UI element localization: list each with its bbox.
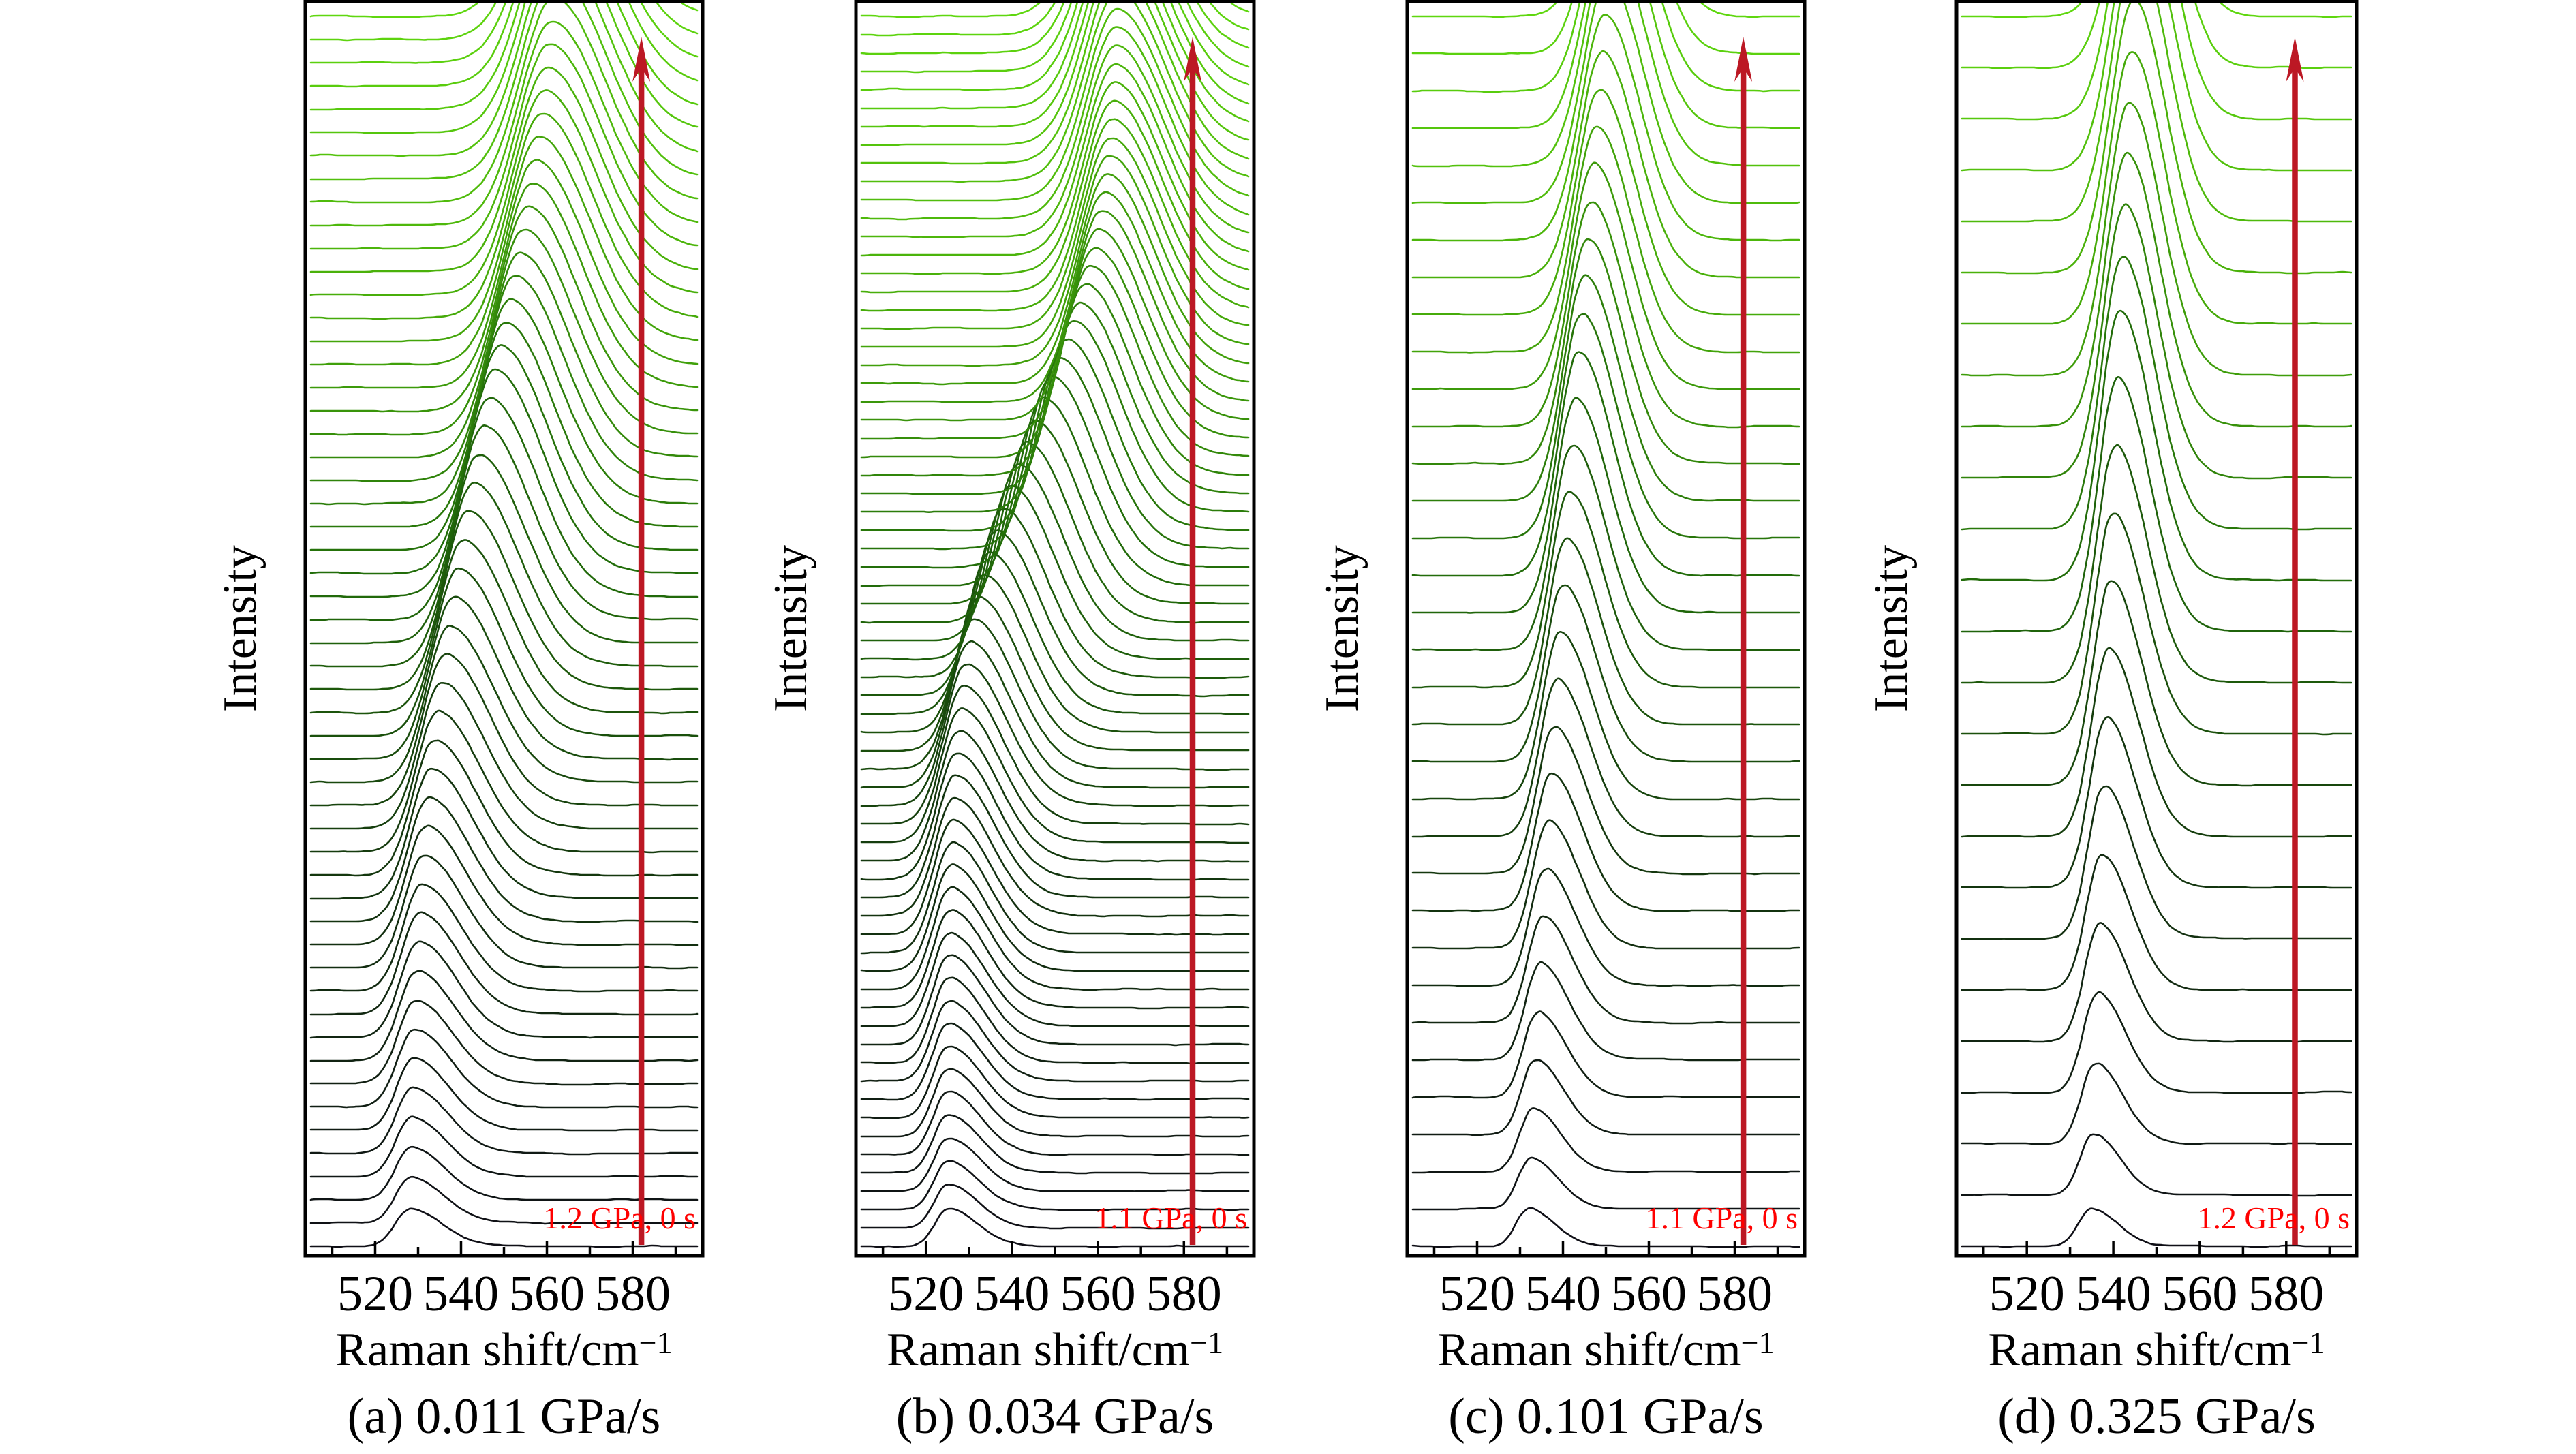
svg-text:540: 540 — [2076, 1266, 2151, 1322]
svg-text:560: 560 — [509, 1266, 585, 1322]
svg-text:Raman shift/cm−1: Raman shift/cm−1 — [1988, 1324, 2325, 1376]
svg-text:(a) 0.011 GPa/s: (a) 0.011 GPa/s — [348, 1389, 661, 1444]
svg-text:520: 520 — [1989, 1266, 2065, 1322]
svg-text:(d) 0.325 GPa/s: (d) 0.325 GPa/s — [1997, 1389, 2316, 1444]
svg-text:580: 580 — [1697, 1266, 1773, 1322]
svg-text:Intensity: Intensity — [765, 545, 817, 712]
svg-text:Raman shift/cm−1: Raman shift/cm−1 — [1437, 1324, 1774, 1376]
svg-text:520: 520 — [1439, 1266, 1515, 1322]
svg-text:540: 540 — [1525, 1266, 1601, 1322]
svg-text:560: 560 — [2162, 1266, 2237, 1322]
svg-text:Raman shift/cm−1: Raman shift/cm−1 — [887, 1324, 1223, 1376]
svg-text:540: 540 — [423, 1266, 499, 1322]
svg-text:520: 520 — [888, 1266, 964, 1322]
svg-text:Intensity: Intensity — [1865, 545, 1918, 712]
svg-text:580: 580 — [2248, 1266, 2324, 1322]
svg-text:1.1 GPa, 0 s: 1.1 GPa, 0 s — [1645, 1201, 1798, 1235]
svg-text:Intensity: Intensity — [214, 545, 266, 712]
svg-text:1.2 GPa, 0 s: 1.2 GPa, 0 s — [2197, 1201, 2350, 1235]
svg-text:560: 560 — [1060, 1266, 1136, 1322]
svg-text:Raman shift/cm−1: Raman shift/cm−1 — [335, 1324, 672, 1376]
svg-text:520: 520 — [337, 1266, 413, 1322]
svg-text:1.1 GPa, 0 s: 1.1 GPa, 0 s — [1094, 1201, 1247, 1235]
svg-text:580: 580 — [1146, 1266, 1222, 1322]
svg-text:580: 580 — [595, 1266, 671, 1322]
svg-text:(b) 0.034 GPa/s: (b) 0.034 GPa/s — [896, 1389, 1214, 1444]
svg-text:1.2 GPa, 0 s: 1.2 GPa, 0 s — [543, 1201, 696, 1235]
svg-text:(c) 0.101 GPa/s: (c) 0.101 GPa/s — [1448, 1389, 1763, 1444]
svg-text:560: 560 — [1611, 1266, 1687, 1322]
svg-text:540: 540 — [974, 1266, 1049, 1322]
svg-text:Intensity: Intensity — [1316, 545, 1368, 712]
